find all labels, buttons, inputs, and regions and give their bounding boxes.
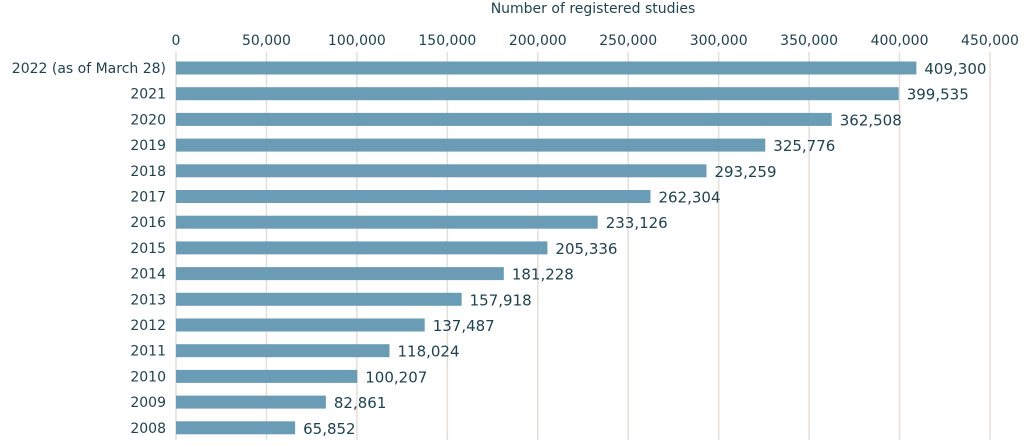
bar (176, 138, 766, 152)
bar-row: 2013 157,918 (130, 291, 531, 309)
value-label: 82,861 (334, 394, 387, 412)
category-label: 2021 (130, 87, 166, 103)
bar-row: 2020 362,508 (130, 111, 901, 129)
bar (176, 421, 296, 435)
bar (176, 61, 917, 75)
category-label: 2017 (130, 190, 166, 206)
bar-row: 2022 (as of March 28) 409,300 (12, 60, 987, 78)
bar (176, 344, 390, 358)
category-label: 2014 (130, 267, 166, 283)
value-label: 100,207 (365, 368, 427, 386)
x-tick-label: 450,000 (961, 33, 1019, 49)
value-label: 325,776 (773, 137, 835, 155)
x-axis-label: Number of registered studies (491, 1, 696, 17)
bar-row: 2018 293,259 (130, 163, 776, 181)
value-label: 262,304 (658, 189, 720, 207)
value-label: 137,487 (433, 317, 495, 335)
bar (176, 318, 425, 332)
bar-row: 2012 137,487 (130, 317, 494, 335)
bar-row: 2010 100,207 (130, 368, 427, 386)
value-label: 205,336 (555, 240, 617, 258)
value-label: 409,300 (924, 60, 986, 78)
bar-row: 2014 181,228 (130, 266, 573, 284)
category-label: 2008 (130, 421, 166, 437)
bar (176, 241, 548, 255)
bar (176, 190, 651, 203)
value-label: 65,852 (303, 420, 356, 438)
x-tick-label: 400,000 (871, 33, 929, 49)
category-label: 2022 (as of March 28) (12, 61, 166, 77)
x-tick-label: 200,000 (509, 33, 567, 49)
bar (176, 292, 462, 306)
x-tick-label: 100,000 (328, 33, 386, 49)
x-tick-label: 150,000 (418, 33, 476, 49)
category-label: 2010 (130, 369, 166, 385)
bar-row: 2016 233,126 (130, 214, 667, 232)
x-axis-ticks: 0 50,000 100,000 150,000 200,000 250,000 300,0… (172, 33, 1019, 49)
bar-row: 2015 205,336 (130, 240, 617, 258)
category-label: 2015 (130, 241, 166, 257)
bar (176, 215, 598, 229)
category-label: 2011 (130, 344, 166, 360)
bar-row: 2019 325,776 (130, 137, 835, 155)
value-label: 293,259 (714, 163, 776, 181)
bar-row: 2011 118,024 (130, 343, 459, 361)
bar (176, 87, 899, 101)
x-tick-label: 50,000 (242, 33, 291, 49)
category-label: 2013 (130, 292, 166, 308)
value-label: 181,228 (512, 266, 574, 284)
value-label: 399,535 (907, 86, 969, 104)
category-label: 2018 (130, 164, 166, 180)
bar (176, 369, 358, 383)
bar-row: 2021 399,535 (130, 86, 968, 104)
bar (176, 267, 504, 281)
bar-row: 2008 65,852 (130, 420, 355, 438)
bar (176, 395, 326, 409)
category-label: 2016 (130, 215, 166, 231)
x-tick-label: 250,000 (599, 33, 657, 49)
value-label: 157,918 (470, 291, 532, 309)
category-label: 2012 (130, 318, 166, 334)
x-tick-label: 0 (172, 33, 181, 49)
x-tick-label: 300,000 (690, 33, 748, 49)
value-label: 362,508 (840, 111, 902, 129)
bar-row: 2017 262,304 (130, 189, 720, 207)
x-tick-label: 350,000 (780, 33, 838, 49)
value-label: 233,126 (606, 214, 668, 232)
bar (176, 164, 707, 178)
category-label: 2019 (130, 138, 166, 154)
bar-row: 2009 82,861 (130, 394, 386, 412)
category-label: 2020 (130, 112, 166, 128)
value-label: 118,024 (397, 343, 459, 361)
category-label: 2009 (130, 395, 166, 411)
bar (176, 112, 832, 126)
